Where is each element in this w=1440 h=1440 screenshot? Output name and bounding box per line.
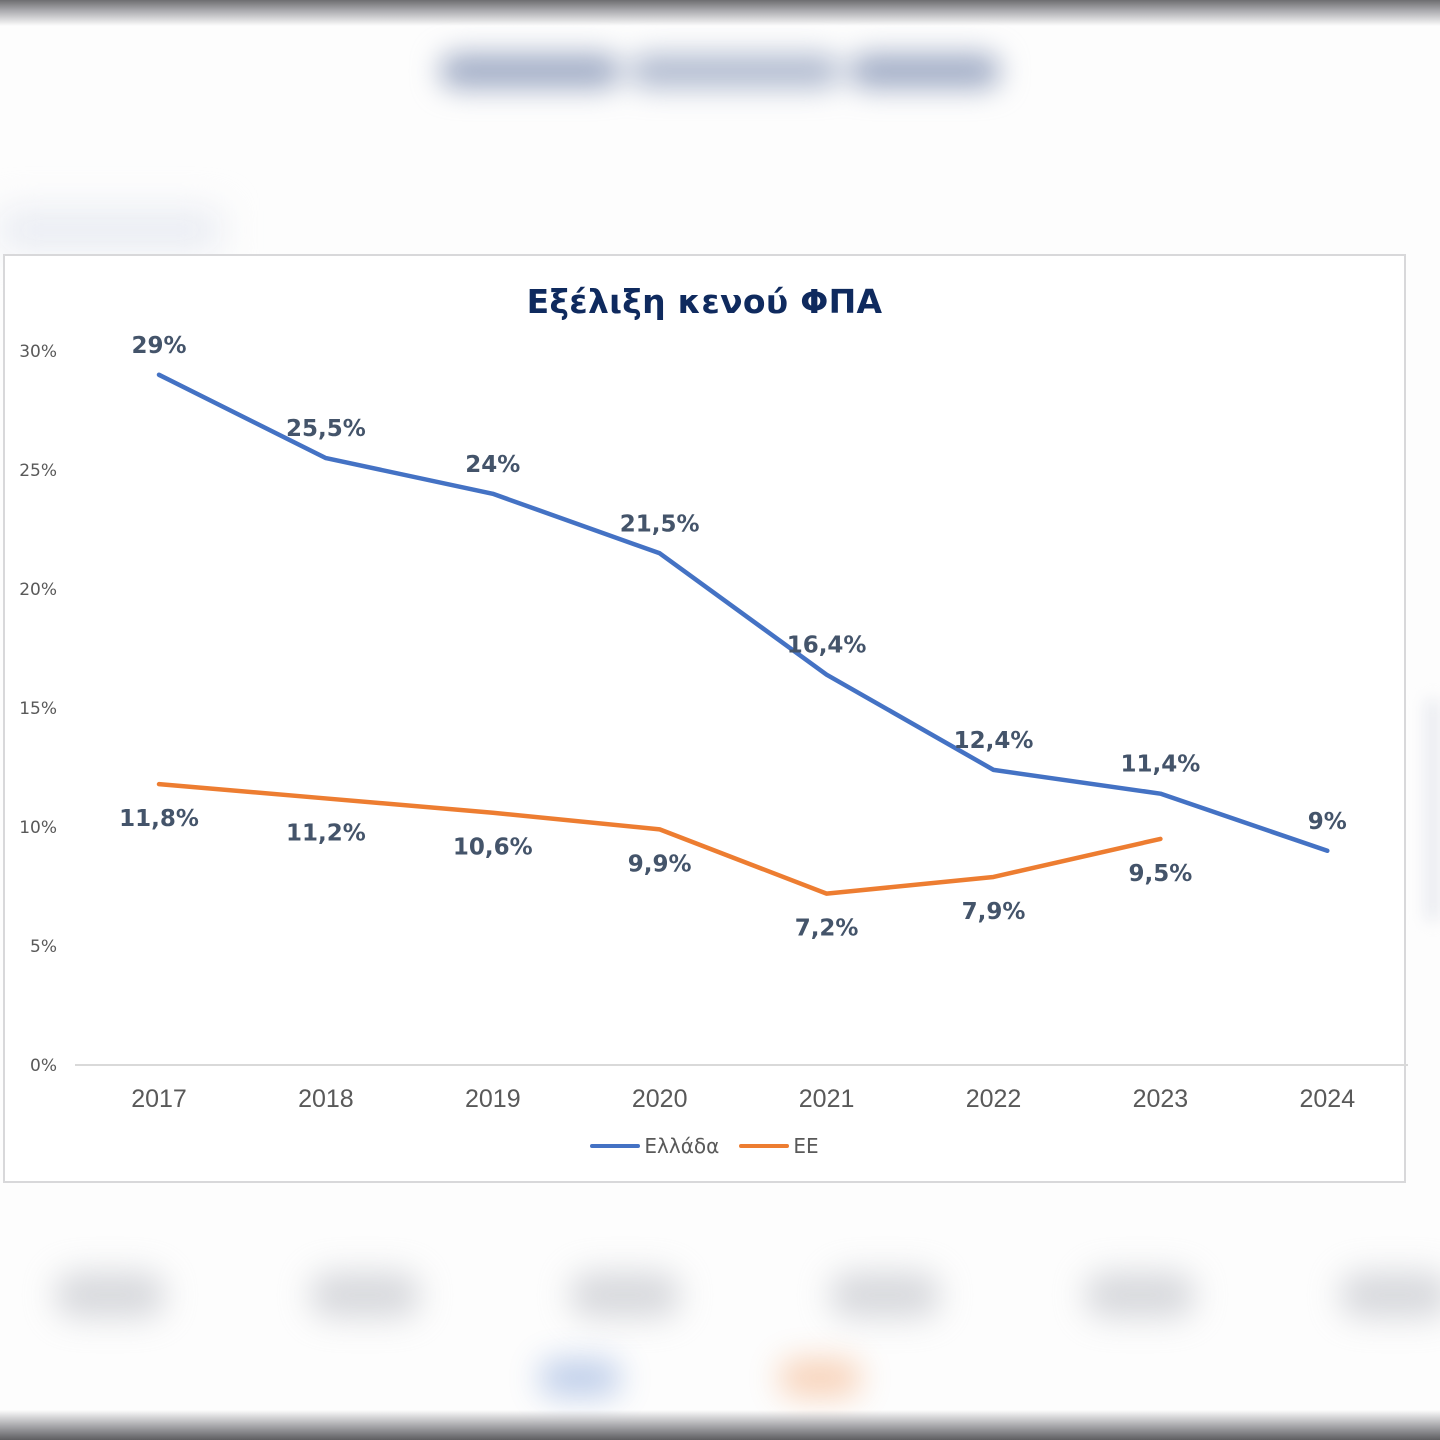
blurred-footer	[0, 1260, 1440, 1400]
legend-swatch-greece	[590, 1144, 641, 1148]
chart-title: Εξέλιξη κενού ΦΠΑ	[526, 282, 883, 321]
data-label-greece: 11,4%	[1121, 752, 1201, 778]
series-line-eu	[156, 781, 1163, 896]
chart-card: Εξέλιξη κενού ΦΠΑ 0% 5% 10% 15% 20% 25% 30% 201…	[3, 254, 1408, 1183]
blurred-edge-right	[1426, 700, 1440, 920]
legend-item-greece[interactable]: Ελλάδα	[590, 1134, 719, 1158]
data-label-greece: 29%	[131, 333, 186, 359]
photo-edge-top	[0, 0, 1440, 26]
x-tick-label: 2019	[465, 1085, 521, 1113]
y-tick-label: 25%	[19, 461, 57, 481]
chart-legend: Ελλάδα ΕΕ	[5, 1134, 1404, 1158]
blurred-subheader	[0, 210, 220, 250]
x-tick-label: 2021	[799, 1085, 855, 1113]
data-label-eu: 9,5%	[1129, 861, 1193, 887]
data-label-greece: 24%	[465, 452, 520, 478]
data-label-eu: 10,6%	[453, 835, 533, 861]
y-tick-label: 15%	[19, 699, 57, 719]
data-label-greece: 16,4%	[787, 633, 867, 659]
legend-label-eu: ΕΕ	[793, 1134, 819, 1158]
legend-swatch-eu	[739, 1144, 790, 1148]
data-label-greece: 12,4%	[954, 728, 1034, 754]
legend-item-eu[interactable]: ΕΕ	[739, 1134, 819, 1158]
y-tick-label: 20%	[19, 580, 57, 600]
y-tick-label: 10%	[19, 818, 57, 838]
x-tick-label: 2018	[298, 1085, 354, 1113]
series-line-greece	[156, 372, 1330, 854]
y-tick-label: 0%	[30, 1056, 57, 1076]
line-chart: 0% 5% 10% 15% 20% 25% 30% 2017 2018 2019 2020 2021 2…	[19, 333, 1408, 1113]
x-tick-label: 2020	[632, 1085, 688, 1113]
data-label-eu: 11,8%	[119, 806, 199, 832]
data-label-greece: 25,5%	[286, 416, 366, 442]
x-tick-label: 2023	[1133, 1085, 1189, 1113]
data-label-eu: 7,2%	[795, 916, 859, 942]
data-label-greece: 21,5%	[620, 511, 700, 537]
data-label-greece: 9%	[1308, 809, 1347, 835]
data-label-eu: 9,9%	[628, 851, 692, 877]
x-tick-label: 2017	[131, 1085, 187, 1113]
legend-label-greece: Ελλάδα	[644, 1134, 720, 1158]
data-label-eu: 7,9%	[962, 899, 1026, 925]
y-tick-label: 5%	[30, 937, 57, 957]
blurred-header	[430, 40, 1010, 102]
x-tick-label: 2022	[966, 1085, 1022, 1113]
y-tick-label: 30%	[19, 342, 57, 362]
x-tick-label: 2024	[1299, 1085, 1355, 1113]
data-label-eu: 11,2%	[286, 820, 366, 846]
photo-edge-bottom	[0, 1410, 1440, 1440]
